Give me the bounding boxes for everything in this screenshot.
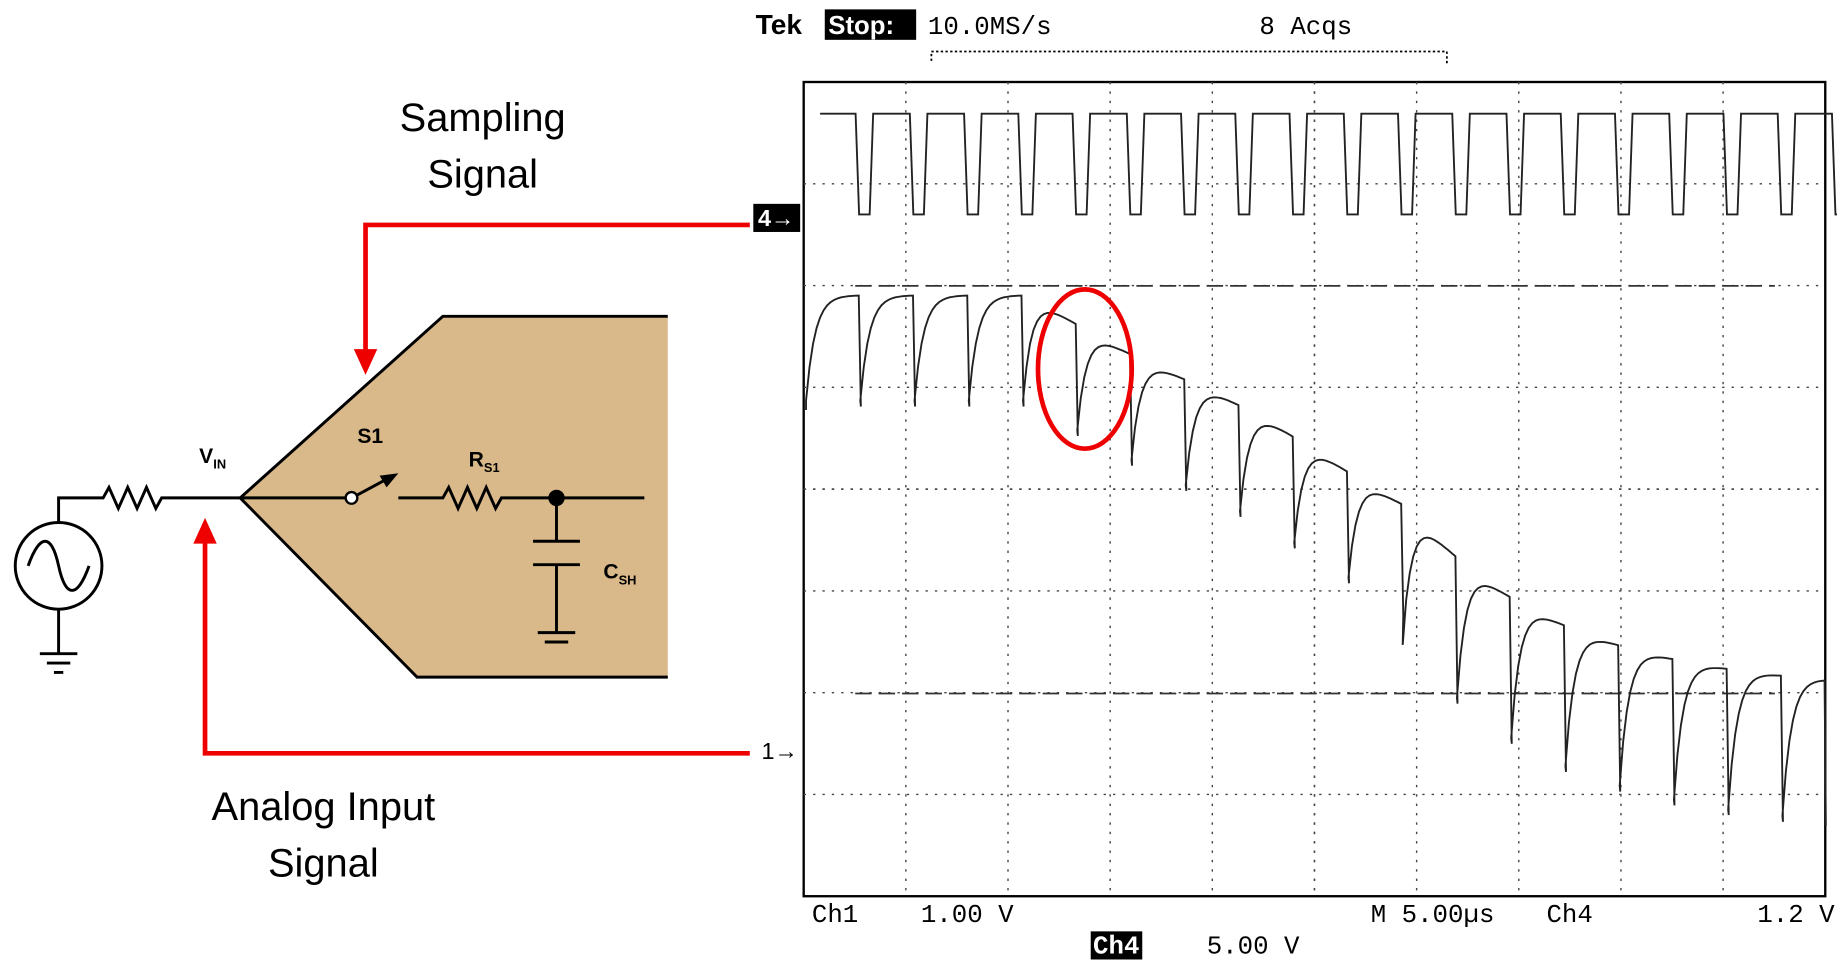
switch-contact [346,492,358,504]
footer: 1.00 V [921,901,1014,930]
label-sub: S1 [484,460,500,475]
label-sub: SH [619,573,637,588]
acquisitions: 8 Acqs [1259,13,1352,42]
callout: Signal [427,152,538,196]
arrowhead [193,518,216,544]
node [548,490,564,506]
footer: 1.2 V [1757,901,1835,930]
label-sub: IN [213,457,226,472]
callout: Sampling [400,96,566,140]
arrowhead [354,349,377,375]
sine-icon [28,541,89,590]
callout: Analog Input [212,785,436,829]
footer: Ch1 [812,901,858,930]
state: Stop: [828,12,894,40]
callout: Signal [268,841,379,885]
label-main: C [603,561,618,584]
footer: Ch4 [1546,901,1592,930]
figure: Sampling Signal Analog Input Signal VIN … [0,0,1837,963]
label: VIN [199,445,226,472]
ch4-marker: 4→ [758,205,794,231]
label-main: R [469,448,484,471]
sample-rate: 10.0MS/s [928,13,1052,42]
record-bar [931,52,1446,66]
brand: Tek [756,9,803,40]
label: S1 [357,425,383,448]
footer: Ch4 [1093,933,1139,962]
footer: 5.00 V [1207,933,1300,962]
label-main: V [199,445,213,468]
footer: M 5.00µs [1371,901,1495,930]
oscilloscope: Tek Stop: 10.0MS/s 8 Acqs 4→ 1→ Ch1 1.00… [753,9,1837,962]
ch1-marker: 1→ [762,738,798,764]
